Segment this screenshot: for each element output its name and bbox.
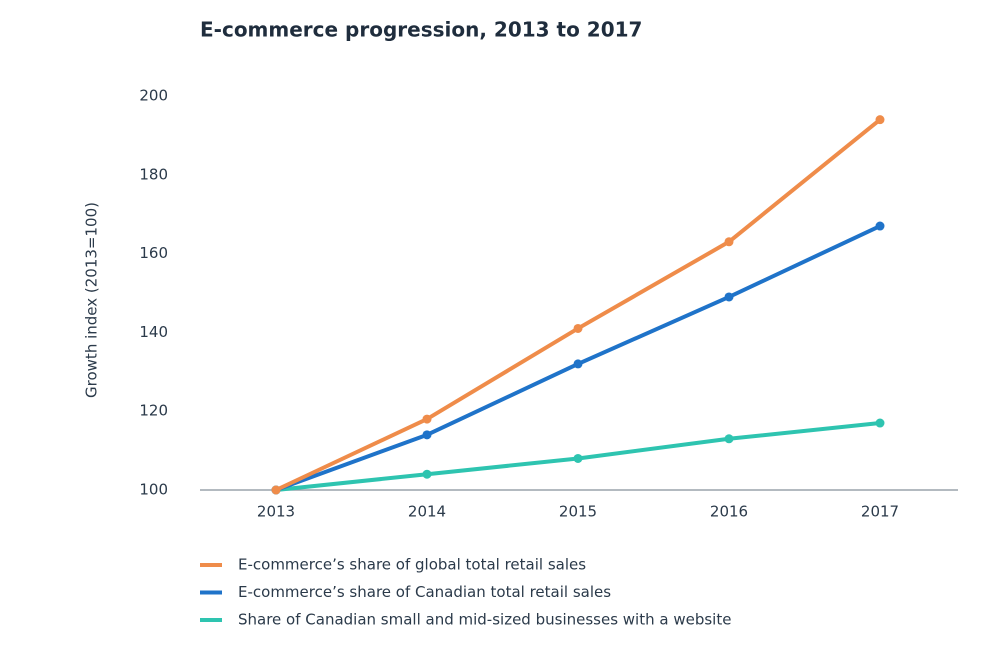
legend-label: E-commerce’s share of global total retai… [238, 556, 586, 574]
y-tick-label: 180 [139, 165, 168, 183]
y-tick-label: 200 [139, 87, 168, 105]
data-point [573, 453, 583, 463]
x-tick-label: 2014 [408, 503, 446, 521]
x-tick-label: 2016 [710, 503, 748, 521]
series-line [275, 224, 881, 492]
data-point [724, 434, 734, 444]
data-point [573, 359, 583, 369]
y-tick-label: 120 [139, 402, 168, 420]
data-point [422, 430, 432, 440]
legend-label: E-commerce’s share of Canadian total ret… [238, 583, 611, 601]
chart-title: E-commerce progression, 2013 to 2017 [200, 18, 642, 42]
data-point [724, 237, 734, 247]
y-axis-title: Growth index (2013=100) [83, 202, 101, 398]
x-tick-label: 2017 [861, 503, 899, 521]
data-point [271, 485, 281, 495]
data-point [724, 292, 734, 302]
data-point [573, 323, 583, 333]
data-point [422, 414, 432, 424]
data-point [875, 221, 885, 231]
legend-label: Share of Canadian small and mid-sized bu… [238, 611, 731, 629]
y-tick-label: 100 [139, 481, 168, 499]
data-point [422, 469, 432, 479]
y-tick-label: 140 [139, 323, 168, 341]
data-point [875, 418, 885, 428]
x-tick-label: 2015 [559, 503, 597, 521]
y-tick-label: 160 [139, 244, 168, 262]
data-point [875, 115, 885, 125]
x-tick-label: 2013 [257, 503, 295, 521]
